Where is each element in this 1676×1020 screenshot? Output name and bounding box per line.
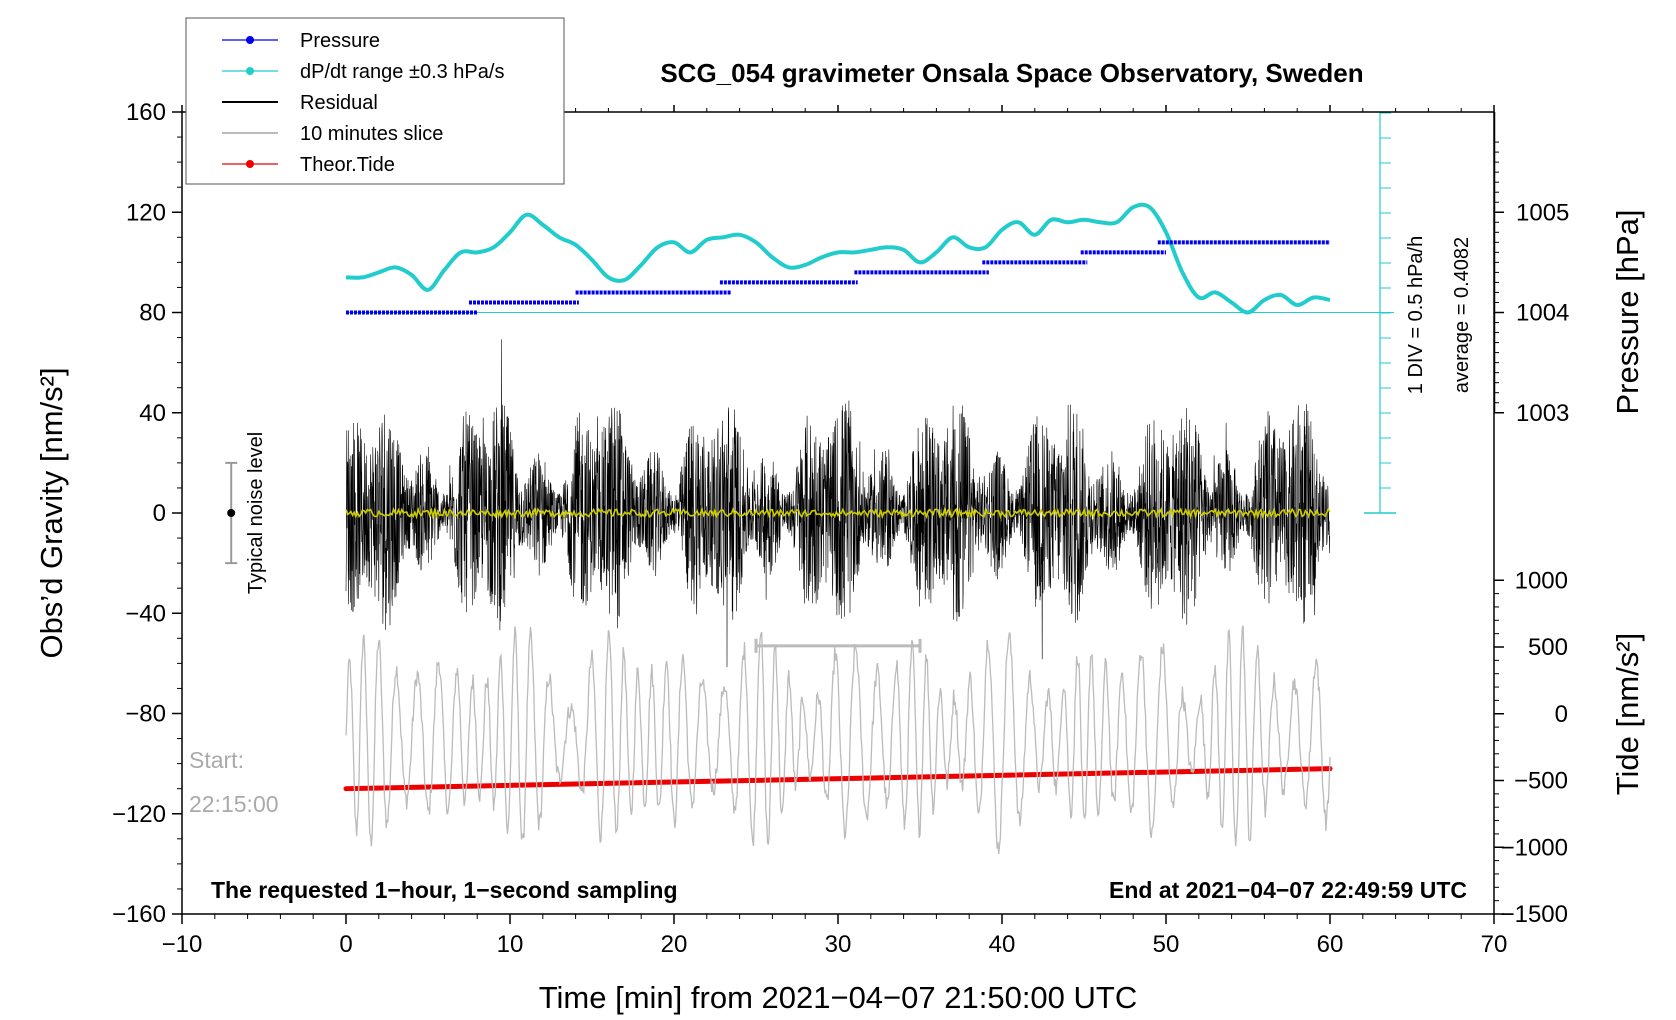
y-tick-label: 80 (139, 300, 166, 327)
tide-tick-label: 0 (1555, 701, 1568, 728)
y-tick-label: 0 (153, 500, 166, 527)
legend-label-dpdt: dP/dt range ±0.3 hPa/s (300, 61, 504, 83)
start-time-label: 22:15:00 (189, 791, 279, 817)
x-tick-label: 30 (825, 931, 852, 958)
pressure-tick-label: 1004 (1516, 300, 1569, 327)
tide-tick-label: 500 (1528, 634, 1568, 661)
y-tick-label: −80 (125, 701, 166, 728)
dpdt-series-line (345, 202, 1331, 315)
tide-tick-label: 1000 (1515, 567, 1568, 594)
x-tick-label: −10 (162, 931, 203, 958)
y-axis-label-left: Obs’d Gravity [nm/s²] (34, 367, 69, 658)
start-label: Start: (189, 747, 244, 773)
pressure-tick-label: 1003 (1516, 400, 1569, 427)
x-tick-label: 40 (989, 931, 1016, 958)
residual-mean-line (345, 506, 1331, 520)
x-tick-label: 10 (497, 931, 524, 958)
y-tick-label: −120 (112, 801, 166, 828)
noise-center-dot (227, 509, 236, 517)
y-axis-label-tide: Tide [nm/s²] (1610, 633, 1645, 796)
div-label: 1 DIV = 0.5 hPa/h (1405, 236, 1427, 394)
legend: Pressure dP/dt range ±0.3 hPa/s Residual… (185, 17, 565, 185)
legend-marker-dpdt (246, 67, 254, 75)
legend-marker-pressure (246, 36, 254, 44)
legend-label-pressure: Pressure (300, 30, 380, 52)
average-label: average = 0.4082 (1451, 237, 1473, 393)
plot-area (225, 112, 1396, 854)
x-tick-label: 60 (1317, 931, 1344, 958)
residual-series-line (345, 339, 1331, 668)
legend-label-residual: Residual (300, 92, 378, 114)
legend-label-tide: Theor.Tide (300, 154, 395, 176)
slice-series-line (345, 625, 1331, 854)
chart-title: SCG_054 gravimeter Onsala Space Observat… (660, 58, 1363, 88)
y-tick-label: 120 (126, 199, 166, 226)
legend-label-slice: 10 minutes slice (300, 123, 443, 145)
x-tick-label: 50 (1153, 931, 1180, 958)
x-tick-label: 20 (661, 931, 688, 958)
y-tick-label: −40 (125, 600, 166, 627)
sampling-note: The requested 1−hour, 1−second sampling (211, 877, 678, 903)
y-tick-label: −160 (112, 901, 166, 928)
y-axis-label-pressure: Pressure [hPa] (1610, 209, 1645, 414)
x-tick-label: 70 (1481, 931, 1508, 958)
end-time-note: End at 2021−04−07 22:49:59 UTC (1109, 877, 1467, 903)
x-tick-label: 0 (339, 931, 352, 958)
pressure-tick-label: 1005 (1516, 199, 1569, 226)
y-tick-label: 160 (126, 99, 166, 126)
x-axis-label: Time [min] from 2021−04−07 21:50:00 UTC (539, 980, 1138, 1015)
tide-tick-label: −1000 (1501, 834, 1568, 861)
tide-tick-label: −500 (1514, 768, 1568, 795)
legend-marker-tide (246, 160, 254, 168)
axes: −10 0 10 20 30 40 50 60 70 −160 −120 −80 −40 0 40 80 120… (112, 99, 1569, 958)
noise-level-label: Typical noise level (245, 432, 267, 594)
tide-tick-label: −1500 (1501, 901, 1568, 928)
y-tick-label: 40 (139, 400, 166, 427)
